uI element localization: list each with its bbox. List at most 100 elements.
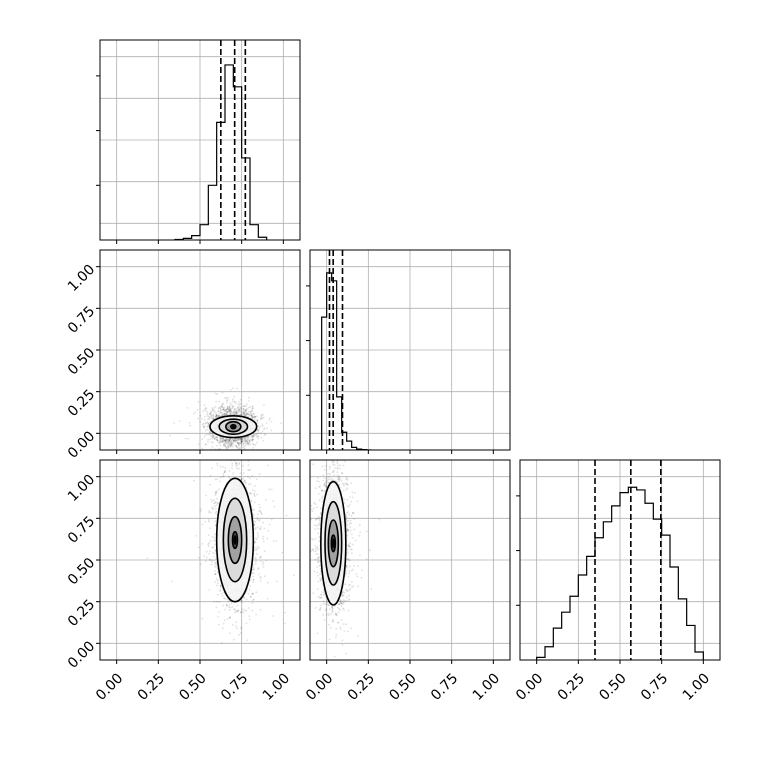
scatter-point — [322, 614, 324, 616]
scatter-point — [240, 455, 242, 457]
scatter-point — [241, 601, 244, 604]
scatter-point — [245, 440, 247, 443]
scatter-point — [222, 466, 224, 468]
scatter-point — [242, 446, 245, 449]
scatter-point — [263, 550, 266, 553]
scatter-point — [260, 418, 263, 421]
scatter-point — [345, 518, 348, 521]
scatter-point — [212, 555, 215, 558]
scatter-point — [256, 548, 258, 551]
scatter-point — [228, 406, 231, 408]
scatter-point — [252, 568, 254, 571]
scatter-point — [275, 540, 278, 542]
scatter-point — [334, 450, 336, 452]
scatter-point — [264, 498, 267, 501]
scatter-point — [235, 444, 238, 447]
scatter-point — [348, 559, 351, 562]
scatter-point — [232, 441, 235, 444]
scatter-point — [262, 563, 264, 566]
scatter-point — [209, 559, 211, 562]
scatter-point — [231, 451, 233, 453]
scatter-point — [231, 407, 233, 410]
scatter-point — [222, 402, 225, 405]
scatter-point — [253, 492, 256, 495]
scatter-point — [229, 438, 232, 440]
scatter-point — [233, 440, 236, 442]
scatter-point — [210, 563, 213, 566]
scatter-point — [255, 591, 258, 594]
scatter-point — [316, 517, 318, 520]
scatter-point — [347, 511, 349, 513]
scatter-point — [336, 468, 339, 470]
scatter-point — [225, 411, 228, 414]
scatter-point — [234, 441, 237, 443]
scatter-point — [235, 408, 238, 410]
scatter-point — [228, 408, 231, 410]
scatter-point — [237, 406, 239, 408]
scatter-point — [255, 538, 258, 541]
scatter-point — [378, 518, 381, 521]
scatter-point — [253, 564, 255, 567]
scatter-point — [246, 441, 249, 444]
scatter-point — [251, 415, 253, 417]
scatter-point — [285, 514, 288, 517]
scatter-point — [244, 438, 247, 440]
scatter-point — [233, 408, 236, 410]
scatter-point — [224, 440, 227, 443]
scatter-point — [244, 441, 246, 444]
scatter-point — [332, 620, 335, 623]
scatter-point — [222, 440, 225, 442]
scatter-point — [215, 414, 218, 416]
scatter-point — [206, 421, 209, 424]
scatter-point — [249, 483, 252, 486]
scatter-point — [220, 452, 222, 454]
scatter-point — [260, 416, 263, 419]
scatter-point — [238, 444, 240, 447]
scatter-point — [325, 486, 328, 488]
scatter-point — [236, 447, 239, 449]
scatter-point — [235, 412, 238, 415]
scatter-point — [217, 582, 220, 585]
scatter-point — [222, 444, 225, 447]
scatter-point — [225, 439, 228, 441]
scatter-point — [342, 590, 344, 593]
scatter-point — [229, 632, 232, 635]
scatter-point — [318, 597, 321, 599]
scatter-point — [327, 472, 330, 475]
scatter-point — [228, 440, 231, 443]
scatter-point — [224, 410, 226, 412]
scatter-point — [231, 442, 233, 445]
scatter-point — [329, 475, 331, 478]
scatter-point — [248, 492, 251, 495]
scatter-point — [263, 404, 265, 406]
scatter-point — [292, 578, 294, 580]
scatter-point — [260, 512, 263, 514]
scatter-point — [223, 471, 226, 474]
scatter-point — [336, 474, 339, 477]
scatter-point — [223, 409, 226, 412]
scatter-point — [209, 413, 211, 415]
scatter-point — [218, 438, 221, 441]
scatter-point — [251, 602, 254, 604]
scatter-point — [260, 436, 262, 439]
scatter-point — [251, 407, 254, 410]
scatter-point — [329, 478, 331, 481]
scatter-point — [227, 440, 229, 443]
scatter-point — [257, 432, 260, 435]
scatter-point — [231, 623, 234, 626]
scatter-point — [244, 408, 247, 411]
scatter-point — [239, 398, 242, 401]
scatter-point — [254, 562, 257, 565]
histogram-step-line — [536, 486, 704, 660]
scatter-point — [325, 601, 328, 604]
scatter-point — [220, 438, 223, 441]
scatter-point — [224, 440, 227, 443]
scatter-point — [226, 408, 228, 410]
scatter-point — [193, 479, 195, 482]
scatter-point — [206, 415, 209, 417]
scatter-point — [219, 437, 222, 440]
scatter-point — [252, 434, 255, 436]
scatter-point — [325, 613, 328, 616]
scatter-point — [246, 441, 249, 444]
scatter-point — [268, 488, 271, 491]
